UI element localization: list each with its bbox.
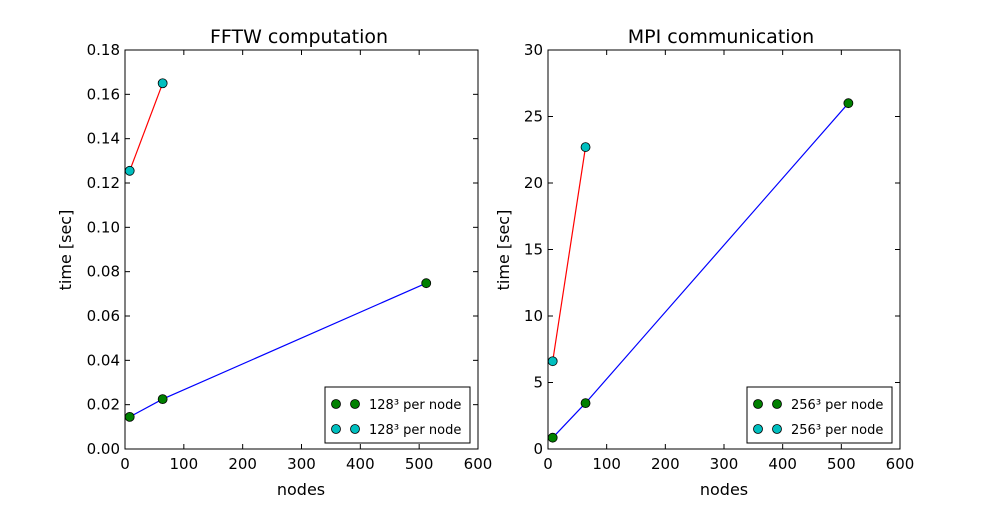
y-axis-label: time [sec] bbox=[56, 210, 75, 291]
x-axis-label: nodes bbox=[700, 480, 748, 499]
data-point bbox=[547, 356, 558, 367]
data-point bbox=[157, 78, 168, 89]
y-tick-label: 20 bbox=[524, 174, 543, 192]
data-point bbox=[580, 398, 591, 409]
data-point bbox=[421, 278, 432, 289]
y-tick-label: 15 bbox=[524, 241, 543, 259]
legend-box bbox=[324, 386, 471, 444]
legend-label: 256³ per node bbox=[791, 423, 883, 438]
chart-title: FFTW computation bbox=[210, 26, 388, 48]
series-line bbox=[129, 82, 164, 172]
data-point bbox=[547, 432, 558, 443]
y-axis: 0.00 0.02 0.04 0.06 0.08 0.10 0.12 0.14 0.16 0.18 bbox=[87, 41, 478, 458]
x-tick-label: 300 bbox=[710, 455, 739, 473]
x-axis: 0 100 200 300 400 500 600 bbox=[543, 50, 914, 473]
y-tick-label: 0.00 bbox=[87, 440, 120, 458]
x-tick-label: 300 bbox=[287, 455, 316, 473]
y-tick-label: 5 bbox=[533, 374, 543, 392]
legend-marker bbox=[753, 399, 763, 409]
x-tick-label: 500 bbox=[827, 455, 856, 473]
x-tick-label: 0 bbox=[543, 455, 553, 473]
x-tick-label: 200 bbox=[651, 455, 680, 473]
x-tick-label: 600 bbox=[464, 455, 493, 473]
legend-marker bbox=[331, 399, 341, 409]
x-tick-label: 600 bbox=[886, 455, 915, 473]
y-tick-label: 0.06 bbox=[87, 307, 120, 325]
data-point bbox=[124, 165, 135, 176]
legend-label: 128³ per node bbox=[369, 398, 461, 413]
y-tick-label: 0 bbox=[533, 440, 543, 458]
data-point bbox=[124, 411, 135, 422]
legend-marker bbox=[350, 399, 360, 409]
legend-marker bbox=[350, 424, 360, 434]
legend: 128³ per node 128³ per node bbox=[324, 386, 471, 444]
fftw-computation-chart: FFTW computation 0 100 200 300 400 500 600 0.0… bbox=[56, 26, 492, 499]
plot-area bbox=[124, 78, 432, 422]
plot-area bbox=[547, 98, 854, 443]
data-point bbox=[580, 142, 591, 152]
y-tick-label: 25 bbox=[524, 108, 543, 126]
y-tick-label: 0.12 bbox=[87, 174, 120, 192]
y-tick-label: 0.18 bbox=[87, 41, 120, 59]
data-point bbox=[157, 394, 168, 405]
legend-marker bbox=[772, 424, 782, 434]
x-tick-label: 0 bbox=[120, 455, 130, 473]
x-tick-label: 100 bbox=[592, 455, 621, 473]
y-tick-label: 0.04 bbox=[87, 351, 120, 369]
y-tick-label: 0.10 bbox=[87, 218, 120, 236]
legend-marker bbox=[331, 424, 341, 434]
y-tick-label: 30 bbox=[524, 41, 543, 59]
series-line bbox=[552, 147, 587, 362]
legend: 256³ per node 256³ per node bbox=[746, 386, 893, 444]
x-axis: 0 100 200 300 400 500 600 bbox=[120, 50, 492, 473]
y-tick-label: 0.02 bbox=[87, 396, 120, 414]
x-axis-label: nodes bbox=[277, 480, 325, 499]
legend-box bbox=[746, 386, 893, 444]
legend-marker bbox=[753, 424, 763, 434]
x-tick-label: 100 bbox=[170, 455, 199, 473]
legend-label: 128³ per node bbox=[369, 423, 461, 438]
y-tick-label: 10 bbox=[524, 307, 543, 325]
y-tick-label: 0.14 bbox=[87, 130, 120, 148]
x-tick-label: 400 bbox=[346, 455, 375, 473]
y-axis: 0 5 10 15 20 25 30 bbox=[524, 41, 900, 458]
data-point bbox=[843, 98, 854, 109]
x-tick-label: 500 bbox=[405, 455, 434, 473]
y-tick-label: 0.08 bbox=[87, 263, 120, 281]
x-tick-label: 400 bbox=[768, 455, 797, 473]
mpi-communication-chart: MPI communication 0 100 200 300 400 500 600 0 5… bbox=[494, 26, 914, 499]
y-tick-label: 0.16 bbox=[87, 85, 120, 103]
x-tick-label: 200 bbox=[228, 455, 257, 473]
legend-label: 256³ per node bbox=[791, 398, 883, 413]
y-axis-label: time [sec] bbox=[494, 210, 513, 291]
legend-marker bbox=[772, 399, 782, 409]
chart-title: MPI communication bbox=[628, 26, 814, 48]
